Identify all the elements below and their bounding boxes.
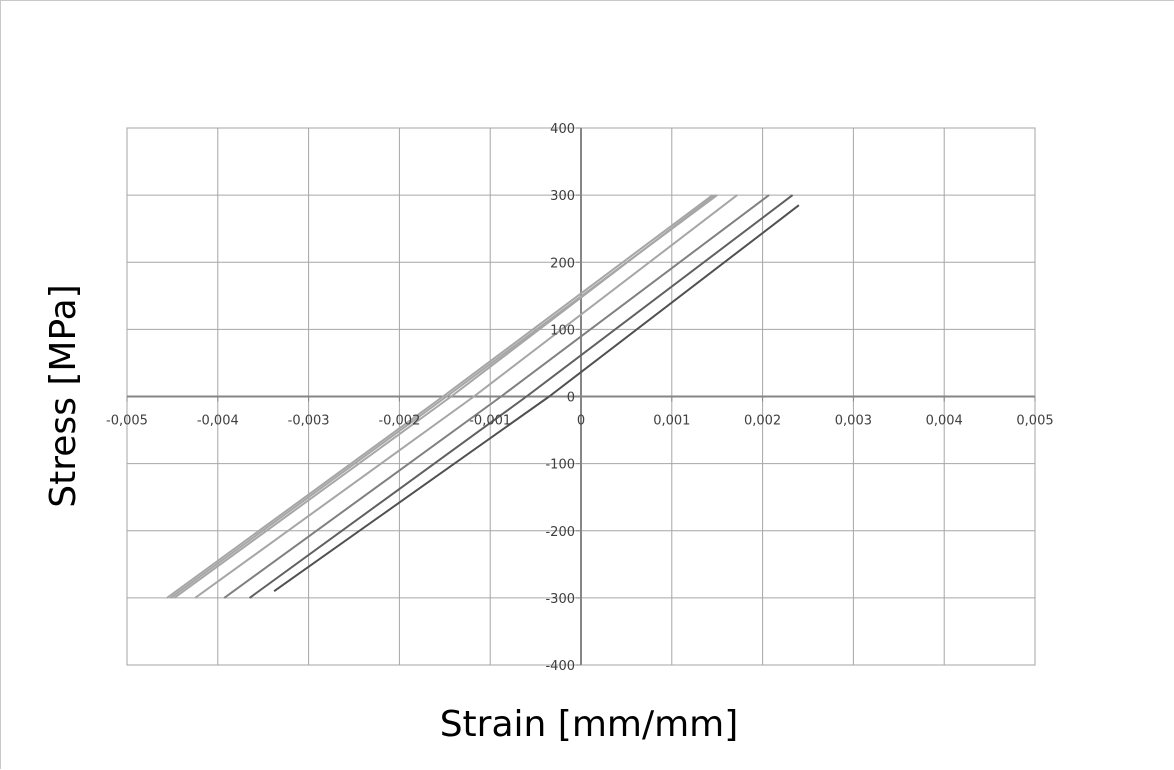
x-tick-label: 0,005: [1016, 414, 1053, 429]
x-tick-label: 0,002: [744, 414, 781, 429]
tick-labels: -0,005 -0,004 -0,003 -0,002 -0,001 0 0,001 0,00…: [106, 122, 1054, 674]
series-line-3: [173, 194, 717, 599]
y-tick-label: -200: [545, 525, 575, 540]
axes: [126, 127, 1036, 666]
y-tick-label: 0: [567, 391, 575, 406]
x-tick-label: 0,004: [926, 414, 963, 429]
x-tick-label: 0,003: [835, 414, 872, 429]
y-tick-label: -400: [545, 659, 575, 674]
y-tick-label: 400: [550, 122, 575, 137]
x-tick-label: -0,002: [378, 414, 420, 429]
y-tick-label: 200: [550, 256, 575, 271]
series-group: [166, 194, 800, 599]
series-line-4: [194, 194, 738, 599]
x-tick-label: -0,004: [197, 414, 239, 429]
y-tick-label: 300: [550, 189, 575, 204]
y-axis-title: Stress [MPa]: [43, 284, 84, 507]
x-tick-label: -0,005: [106, 414, 148, 429]
y-tick-label: 100: [550, 323, 575, 338]
series-line-1: [166, 194, 714, 599]
x-tick-label: -0,003: [288, 414, 330, 429]
x-tick-label: 0,001: [653, 414, 690, 429]
x-axis-title: Strain [mm/mm]: [440, 704, 739, 745]
series-line-7: [273, 204, 800, 593]
series-line-6: [249, 194, 794, 599]
y-tick-label: -100: [545, 458, 575, 473]
x-tick-label: -0,001: [469, 414, 511, 429]
y-tick-label: -300: [545, 592, 575, 607]
x-tick-label: 0: [577, 414, 585, 429]
series-line-5: [223, 194, 770, 599]
